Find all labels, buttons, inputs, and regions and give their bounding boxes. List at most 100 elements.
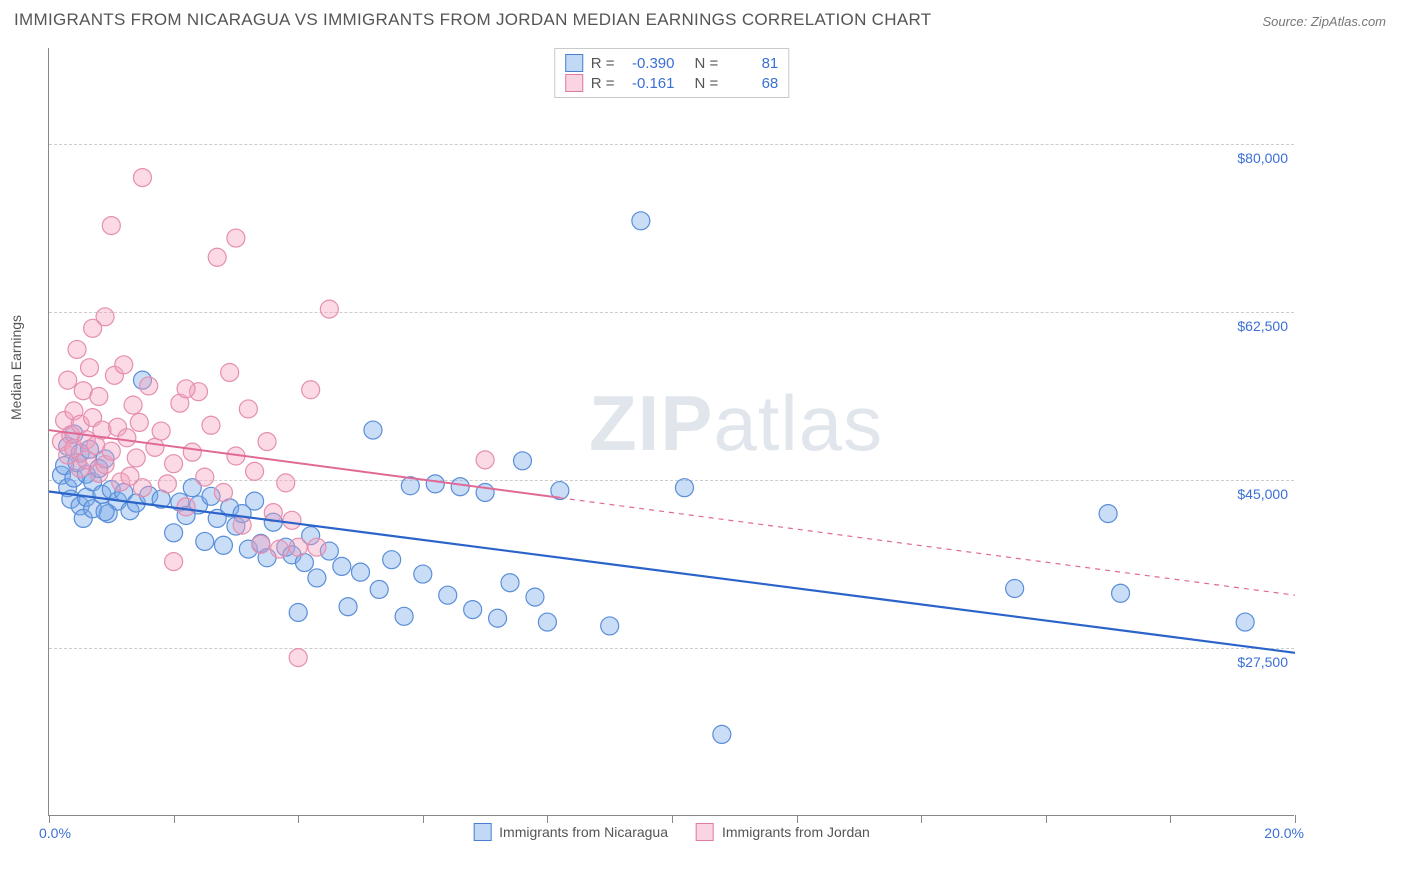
scatter-point — [165, 455, 183, 473]
scatter-point — [246, 492, 264, 510]
source-label: Source: ZipAtlas.com — [1262, 14, 1386, 29]
plot-area: ZIPatlas $27,500$45,000$62,500$80,000 0.… — [48, 48, 1294, 816]
scatter-point — [476, 451, 494, 469]
legend-label-blue: Immigrants from Nicaragua — [499, 824, 668, 840]
x-tick — [1170, 815, 1171, 823]
scatter-point — [383, 551, 401, 569]
scatter-point — [464, 601, 482, 619]
scatter-point — [146, 438, 164, 456]
scatter-point — [277, 474, 295, 492]
stat-n-pink: 68 — [726, 75, 778, 92]
stat-r-label: R = — [591, 55, 615, 72]
scatter-point — [395, 607, 413, 625]
stat-r-label: R = — [591, 75, 615, 92]
scatter-point — [130, 413, 148, 431]
scatter-point — [177, 498, 195, 516]
scatter-point — [140, 377, 158, 395]
scatter-point — [165, 524, 183, 542]
scatter-point — [713, 725, 731, 743]
x-tick — [921, 815, 922, 823]
scatter-point — [183, 443, 201, 461]
scatter-point — [252, 535, 270, 553]
scatter-point — [227, 229, 245, 247]
scatter-point — [320, 300, 338, 318]
y-axis-label: Median Earnings — [8, 315, 24, 420]
scatter-point — [451, 478, 469, 496]
bottom-legend: Immigrants from Nicaragua Immigrants fro… — [473, 823, 870, 841]
stats-row-blue: R = -0.390 N = 81 — [565, 53, 779, 73]
swatch-blue-icon — [565, 54, 583, 72]
scatter-point — [177, 380, 195, 398]
scatter-point — [370, 580, 388, 598]
stat-n-blue: 81 — [726, 55, 778, 72]
x-tick — [423, 815, 424, 823]
scatter-svg — [49, 48, 1295, 816]
scatter-point — [115, 356, 133, 374]
scatter-point — [271, 540, 289, 558]
scatter-point — [289, 603, 307, 621]
scatter-point — [124, 396, 142, 414]
scatter-point — [158, 475, 176, 493]
scatter-point — [202, 416, 220, 434]
x-axis-min-label: 0.0% — [39, 825, 71, 841]
scatter-point — [308, 538, 326, 556]
scatter-point — [426, 475, 444, 493]
x-tick — [797, 815, 798, 823]
stat-n-label: N = — [695, 75, 719, 92]
scatter-point — [339, 598, 357, 616]
scatter-point — [414, 565, 432, 583]
scatter-point — [102, 442, 120, 460]
scatter-point — [1112, 584, 1130, 602]
scatter-point — [289, 538, 307, 556]
scatter-point — [489, 609, 507, 627]
scatter-point — [289, 649, 307, 667]
swatch-pink-icon — [565, 74, 583, 92]
scatter-point — [526, 588, 544, 606]
x-tick — [547, 815, 548, 823]
stats-row-pink: R = -0.161 N = 68 — [565, 73, 779, 93]
scatter-point — [133, 479, 151, 497]
scatter-point — [214, 536, 232, 554]
scatter-point — [1006, 579, 1024, 597]
scatter-point — [165, 553, 183, 571]
scatter-point — [118, 429, 136, 447]
scatter-point — [501, 574, 519, 592]
scatter-point — [352, 563, 370, 581]
scatter-point — [59, 371, 77, 389]
scatter-point — [133, 169, 151, 187]
chart-title: IMMIGRANTS FROM NICARAGUA VS IMMIGRANTS … — [14, 10, 931, 30]
scatter-point — [68, 340, 86, 358]
x-tick — [49, 815, 50, 823]
stat-n-label: N = — [695, 55, 719, 72]
scatter-point — [246, 462, 264, 480]
x-tick — [1295, 815, 1296, 823]
scatter-point — [308, 569, 326, 587]
scatter-point — [80, 359, 98, 377]
swatch-blue-icon — [473, 823, 491, 841]
scatter-point — [90, 387, 108, 405]
scatter-point — [102, 217, 120, 235]
scatter-point — [96, 503, 114, 521]
stats-legend: R = -0.390 N = 81 R = -0.161 N = 68 — [554, 48, 790, 98]
scatter-point — [538, 613, 556, 631]
scatter-point — [208, 248, 226, 266]
swatch-pink-icon — [696, 823, 714, 841]
scatter-point — [239, 400, 257, 418]
scatter-point — [632, 212, 650, 230]
scatter-point — [258, 433, 276, 451]
scatter-point — [1236, 613, 1254, 631]
scatter-point — [364, 421, 382, 439]
scatter-point — [221, 363, 239, 381]
scatter-point — [214, 483, 232, 501]
scatter-point — [333, 557, 351, 575]
scatter-point — [127, 449, 145, 467]
legend-item-pink: Immigrants from Jordan — [696, 823, 870, 841]
trend-line-dashed — [560, 498, 1295, 595]
legend-label-pink: Immigrants from Jordan — [722, 824, 870, 840]
scatter-point — [1099, 505, 1117, 523]
stat-r-pink: -0.161 — [623, 75, 675, 92]
x-tick — [298, 815, 299, 823]
scatter-point — [513, 452, 531, 470]
stat-r-blue: -0.390 — [623, 55, 675, 72]
scatter-point — [152, 422, 170, 440]
